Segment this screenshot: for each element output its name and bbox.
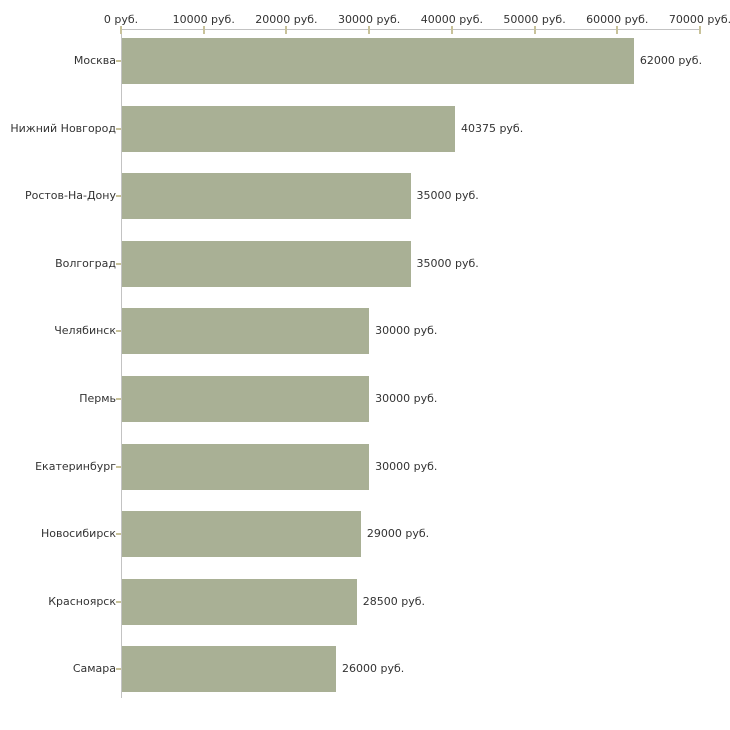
bar bbox=[122, 38, 634, 84]
y-axis-tick bbox=[116, 600, 121, 603]
y-axis-tick bbox=[116, 398, 121, 400]
x-axis-tick bbox=[368, 26, 371, 34]
y-axis-tick bbox=[116, 465, 121, 468]
bar bbox=[122, 578, 357, 625]
x-axis-tick-label: 10000 руб. bbox=[172, 13, 235, 26]
x-axis-tick bbox=[450, 26, 453, 34]
category-label: Волгоград bbox=[55, 256, 116, 270]
bar bbox=[122, 511, 361, 558]
x-axis-tick bbox=[699, 26, 701, 34]
y-axis-tick bbox=[116, 330, 121, 333]
bar-value-label: 35000 руб. bbox=[416, 256, 479, 270]
x-axis-tick bbox=[120, 26, 122, 34]
bar-value-label: 62000 руб. bbox=[639, 54, 703, 67]
category-label: Екатеринбург bbox=[35, 459, 116, 473]
category-label: Нижний Новгород bbox=[10, 121, 116, 135]
bar-value-label: 26000 руб. bbox=[342, 662, 405, 676]
bar bbox=[122, 443, 370, 490]
category-label: Красноярск bbox=[48, 594, 116, 608]
x-axis-tick-label: 70000 руб. bbox=[668, 13, 730, 26]
x-axis-tick-label: 60000 руб. bbox=[586, 13, 649, 26]
x-axis-tick-label: 40000 руб. bbox=[420, 13, 483, 26]
category-label: Пермь bbox=[79, 392, 116, 405]
bar-value-label: 30000 руб. bbox=[375, 392, 438, 405]
bar-value-label: 28500 руб. bbox=[362, 594, 425, 608]
category-label: Ростов-На-Дону bbox=[24, 189, 116, 203]
y-axis-tick bbox=[116, 262, 121, 265]
bar-value-label: 30000 руб. bbox=[375, 459, 438, 473]
bar bbox=[122, 376, 370, 422]
category-label: Москва bbox=[73, 54, 116, 67]
x-axis-tick bbox=[533, 26, 536, 34]
x-axis-tick-label: 0 руб. bbox=[103, 13, 139, 26]
bar bbox=[122, 105, 455, 152]
bar bbox=[122, 646, 337, 693]
y-axis-tick bbox=[116, 127, 121, 130]
x-axis-tick bbox=[202, 26, 205, 34]
y-axis-line bbox=[121, 29, 122, 698]
y-axis-tick bbox=[116, 60, 121, 62]
x-axis-line bbox=[121, 29, 701, 30]
bar bbox=[122, 240, 411, 287]
bar-value-label: 35000 руб. bbox=[416, 189, 479, 203]
category-label: Самара bbox=[72, 662, 116, 676]
y-axis-tick bbox=[116, 533, 121, 536]
category-label: Челябинск bbox=[54, 324, 116, 338]
x-axis-tick bbox=[616, 26, 619, 34]
x-axis-tick-label: 20000 руб. bbox=[255, 13, 318, 26]
x-axis-tick bbox=[285, 26, 288, 34]
bar-value-label: 30000 руб. bbox=[375, 324, 438, 338]
bar-value-label: 40375 руб. bbox=[460, 121, 524, 135]
bar bbox=[122, 173, 411, 220]
y-axis-tick bbox=[116, 668, 121, 671]
category-label: Новосибирск bbox=[40, 527, 116, 541]
x-axis-tick-label: 30000 руб. bbox=[338, 13, 401, 26]
x-axis-tick-label: 50000 руб. bbox=[503, 13, 566, 26]
bar bbox=[122, 308, 370, 355]
y-axis-tick bbox=[116, 195, 121, 198]
bar-value-label: 29000 руб. bbox=[366, 527, 430, 541]
